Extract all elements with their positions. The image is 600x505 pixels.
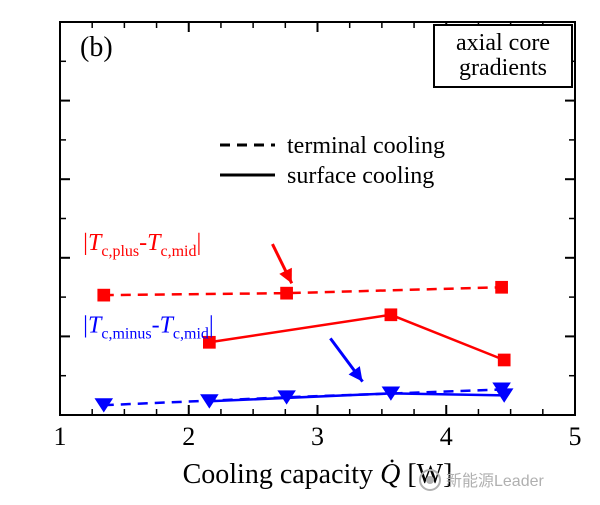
series-label: |Tc,minus-Tc,mid| [83, 312, 214, 342]
marker-square [385, 309, 397, 321]
x-tick-label: 4 [440, 422, 453, 451]
watermark-text: 新能源Leader [446, 472, 544, 490]
x-tick-label: 3 [311, 422, 324, 451]
marker-square [98, 289, 110, 301]
chart-svg: 1 2 3 4 5 (b) axial coregradients terminal cool… [0, 0, 600, 505]
x-tick-label: 5 [569, 422, 582, 451]
arrowhead-icon [349, 366, 363, 381]
x-axis-label: Cooling capacity Q̇ [W] [183, 459, 453, 490]
title-box-line2: gradients [459, 55, 547, 81]
series-label: |Tc,plus-Tc,mid| [83, 230, 201, 260]
marker-square [498, 354, 510, 366]
legend-dash-label: terminal cooling [287, 133, 445, 159]
title-box-line1: axial core [456, 30, 550, 56]
x-tick-label: 1 [54, 422, 67, 451]
series-line-minus_surface [209, 393, 504, 401]
series-line-plus_surface [209, 315, 504, 360]
marker-square [281, 287, 293, 299]
series-line-plus_terminal [104, 287, 502, 295]
chart-container: 1 2 3 4 5 (b) axial coregradients terminal cool… [0, 0, 600, 505]
legend-solid-label: surface cooling [287, 163, 434, 189]
x-tick-label: 2 [182, 422, 195, 451]
panel-label: (b) [80, 32, 113, 63]
marker-square [496, 281, 508, 293]
